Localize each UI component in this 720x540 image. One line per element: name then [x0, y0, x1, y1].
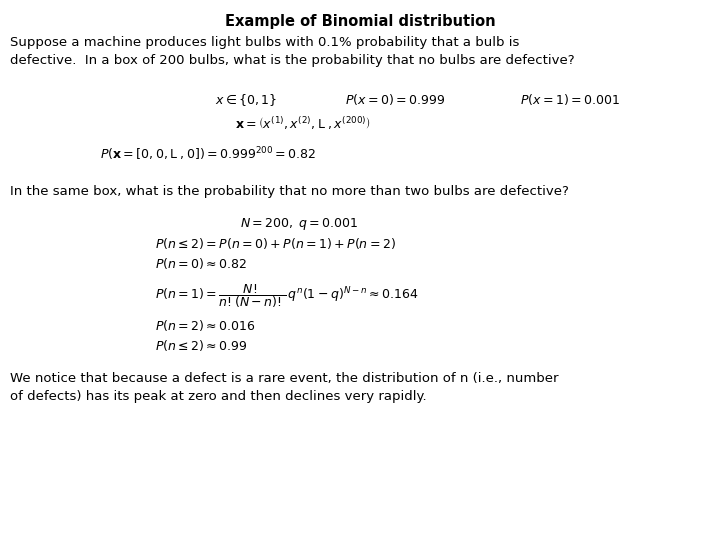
Text: In the same box, what is the probability that no more than two bulbs are defecti: In the same box, what is the probability… [10, 185, 569, 198]
Text: $x \in \{0,1\}$: $x \in \{0,1\}$ [215, 92, 277, 108]
Text: $P(n=0) \approx 0.82$: $P(n=0) \approx 0.82$ [155, 256, 247, 271]
Text: $P(n \leq 2) \approx 0.99$: $P(n \leq 2) \approx 0.99$ [155, 338, 248, 353]
Text: $P(x=0)=0.999$: $P(x=0)=0.999$ [345, 92, 445, 107]
Text: $P\left(\mathbf{x} = [0, 0, \mathrm{L}\;, 0]\right) = 0.999^{200} = 0.82$: $P\left(\mathbf{x} = [0, 0, \mathrm{L}\;… [100, 145, 315, 163]
Text: $P(n \leq 2) = P(n=0) + P(n=1) + P(n=2)$: $P(n \leq 2) = P(n=0) + P(n=1) + P(n=2)$ [155, 236, 396, 251]
Text: $P(n=2) \approx 0.016$: $P(n=2) \approx 0.016$ [155, 318, 256, 333]
Text: $\mathbf{x} = \left(x^{(1)}, x^{(2)}, \mathrm{L}\;, x^{(200)}\right)$: $\mathbf{x} = \left(x^{(1)}, x^{(2)}, \m… [235, 115, 371, 132]
Text: $P(n=1) = \dfrac{N!}{n!(N-n)!}\, q^{n}\left(1-q\right)^{N-n} \approx 0.164$: $P(n=1) = \dfrac{N!}{n!(N-n)!}\, q^{n}\l… [155, 282, 419, 310]
Text: We notice that because a defect is a rare event, the distribution of n (i.e., nu: We notice that because a defect is a rar… [10, 372, 559, 403]
Text: $P(x=1)=0.001$: $P(x=1)=0.001$ [520, 92, 620, 107]
Text: Suppose a machine produces light bulbs with 0.1% probability that a bulb is
defe: Suppose a machine produces light bulbs w… [10, 36, 575, 67]
Text: $N = 200,\; q = 0.001$: $N = 200,\; q = 0.001$ [240, 216, 359, 232]
Text: Example of Binomial distribution: Example of Binomial distribution [225, 14, 495, 29]
